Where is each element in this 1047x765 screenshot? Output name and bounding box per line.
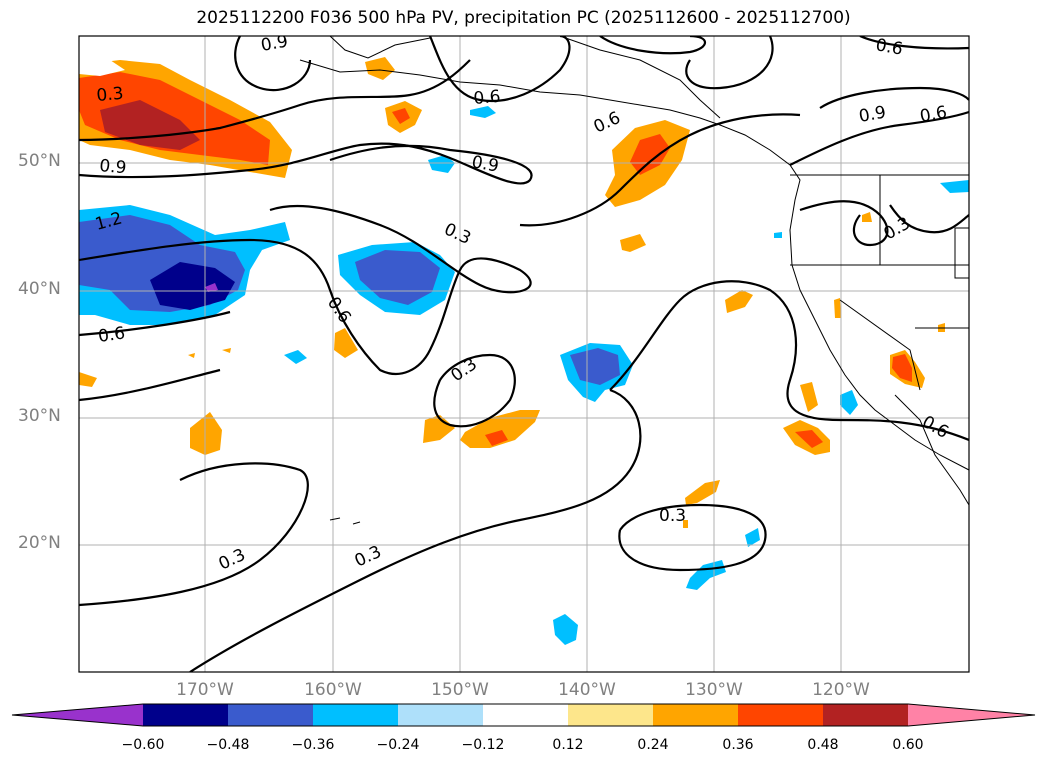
precip-positive-area (423, 415, 455, 443)
pv-contours (79, 36, 969, 672)
precip-negative-area (940, 180, 969, 193)
lon-label-140w: 140°W (558, 680, 616, 700)
colorbar-tick: 0.12 (552, 737, 584, 753)
contour-label: 0.3 (96, 84, 125, 106)
contour-label: 0.3 (352, 542, 385, 572)
lon-label-170w: 170°W (176, 680, 234, 700)
precip-negative-area (553, 614, 578, 645)
lat-label-20n: 20°N (18, 533, 61, 553)
precip-positive-area (222, 348, 231, 353)
precip-negative-area (470, 106, 496, 118)
contour-label: 0.9 (259, 32, 289, 56)
contour-label: 0.9 (857, 103, 887, 127)
precip-positive-area (460, 410, 540, 448)
colorbar-segment (313, 704, 398, 726)
colorbar-tick: −0.12 (461, 737, 505, 753)
colorbar-tick: 0.48 (807, 737, 839, 753)
colorbar (11, 703, 1036, 727)
precip-negative-area (428, 155, 455, 173)
colorbar-tick: −0.48 (206, 737, 250, 753)
colorbar-outline (11, 703, 1036, 727)
colorbar-tick: −0.36 (291, 737, 335, 753)
colorbar-segment (398, 704, 483, 726)
precip-positive-area (685, 480, 720, 505)
precip-positive-area (79, 372, 97, 387)
colorbar-segment (228, 704, 313, 726)
lon-label-160w: 160°W (304, 680, 362, 700)
map-canvas: 0.9 0.3 0.9 1.2 0.6 0.6 0.9 0.6 0.3 0.6 … (78, 32, 970, 673)
contour-label: 0.6 (918, 103, 948, 127)
colorbar-tick: −0.60 (121, 737, 165, 753)
colorbar-tick: 0.24 (637, 737, 669, 753)
contour-label: 0.9 (99, 156, 128, 178)
colorbar-segment (568, 704, 653, 726)
precip-negative-area (774, 232, 782, 238)
precip-negative-area (205, 283, 218, 292)
colorbar-segment (738, 704, 823, 726)
contour-label: 0.3 (441, 219, 474, 249)
colorbar-tick: 0.60 (892, 737, 924, 753)
lat-label-40n: 40°N (18, 279, 61, 299)
contour-label: 0.6 (323, 293, 355, 327)
map-title: 2025112200 F036 500 hPa PV, precipitatio… (196, 8, 851, 28)
precip-positive-area (392, 108, 410, 124)
precip-positive-area (834, 298, 841, 318)
colorbar-segment (143, 704, 228, 726)
colorbar-extend-high (908, 704, 1035, 726)
colorbar-tick: 0.36 (722, 737, 754, 753)
lat-label-30n: 30°N (18, 406, 61, 426)
colorbar-extend-low (12, 704, 143, 726)
precip-positive-area (485, 430, 508, 446)
precip-negative-area (150, 262, 235, 310)
lat-label-50n: 50°N (18, 151, 61, 171)
precip-shading (79, 57, 969, 645)
precip-positive-area (800, 382, 818, 412)
contour-label: 0.6 (874, 35, 904, 59)
precip-negative-area (570, 348, 620, 385)
precip-positive-area (365, 57, 395, 80)
lon-label-120w: 120°W (812, 680, 870, 700)
contour-label: 0.6 (97, 323, 127, 347)
precip-positive-area (683, 520, 688, 528)
precip-negative-area (840, 390, 858, 415)
lon-label-130w: 130°W (685, 680, 743, 700)
precip-negative-area (284, 350, 307, 364)
lon-label-150w: 150°W (431, 680, 489, 700)
precip-negative-area (686, 560, 726, 590)
map-frame (78, 35, 970, 673)
precip-positive-area (79, 60, 125, 76)
contour-label: 0.6 (473, 87, 502, 109)
precip-positive-area (795, 430, 823, 448)
precip-positive-area (334, 328, 358, 358)
colorbar-segment (823, 704, 908, 726)
contour-label: 0.9 (470, 152, 500, 176)
contour-label: 0.3 (659, 506, 686, 526)
coastlines (299, 36, 969, 525)
precip-positive-area (725, 290, 753, 313)
precip-positive-area (190, 412, 222, 455)
precip-positive-area (620, 234, 646, 252)
precip-positive-area (892, 354, 912, 382)
contour-label: 0.3 (447, 354, 481, 386)
precip-positive-area (862, 212, 872, 222)
contour-label: 0.6 (591, 108, 624, 138)
precip-positive-area (188, 353, 195, 358)
precip-negative-area (745, 528, 760, 547)
colorbar-tick: −0.24 (376, 737, 420, 753)
colorbar-segment (483, 704, 568, 726)
precip-positive-area (630, 134, 670, 175)
colorbar-segment (653, 704, 738, 726)
contour-label: 0.6 (919, 412, 952, 443)
